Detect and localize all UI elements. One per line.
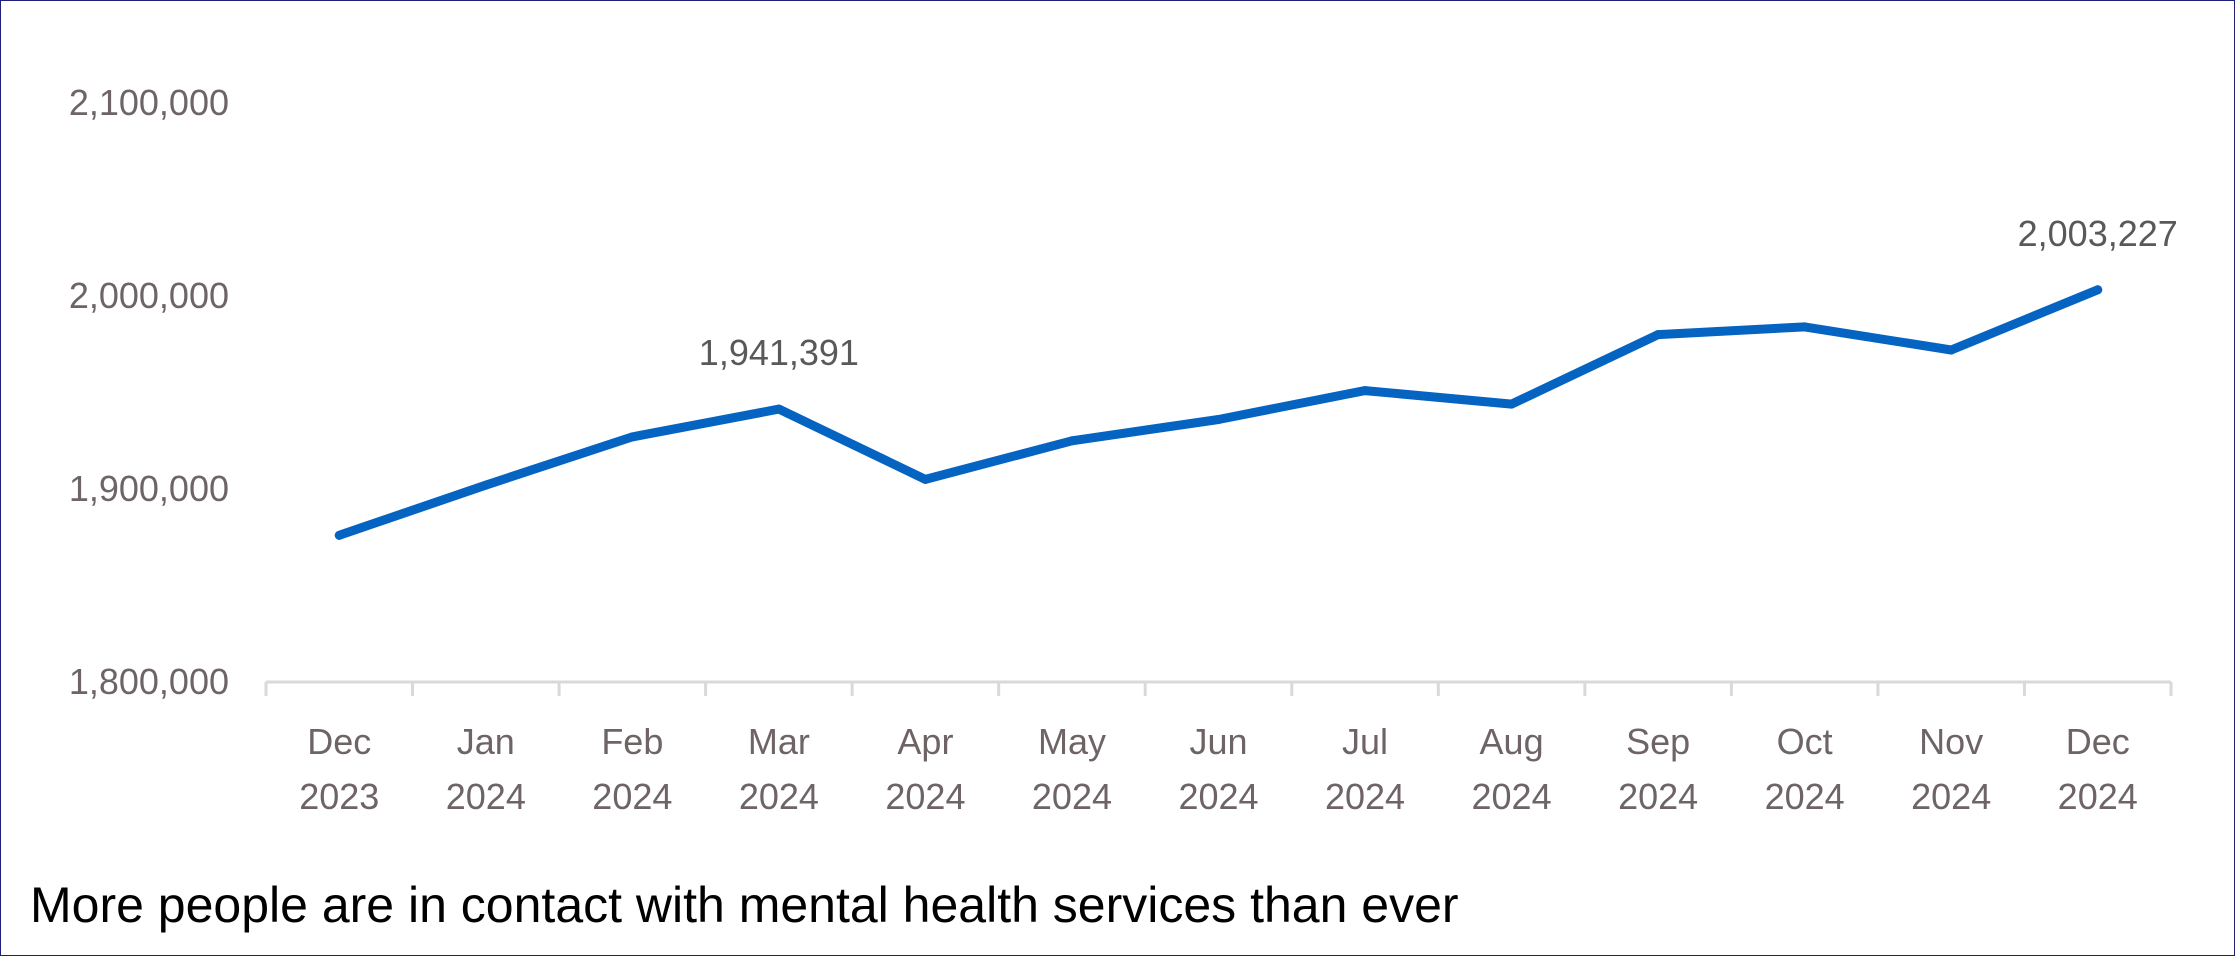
y-tick-label: 2,000,000 [69, 275, 229, 316]
y-tick-label: 1,900,000 [69, 468, 229, 509]
data-point [1507, 399, 1517, 409]
data-point [627, 432, 637, 442]
data-point [1214, 415, 1223, 425]
y-tick-label: 1,800,000 [69, 661, 229, 702]
x-tick-label: Feb 2024 [592, 721, 672, 817]
data-point [1067, 436, 1077, 446]
data-point [2093, 285, 2103, 295]
data-label: 2,003,227 [2018, 213, 2178, 254]
x-tick-label: Sep 2024 [1618, 721, 1698, 817]
data-point [481, 480, 491, 490]
x-tick-label: Jul 2024 [1325, 721, 1405, 817]
x-tick-label: Jun 2024 [1178, 721, 1258, 817]
data-point [774, 404, 784, 414]
data-point [1653, 330, 1663, 340]
x-tick-label: Dec 2024 [2058, 721, 2138, 817]
series-line [334, 285, 2103, 540]
x-tick-label: Oct 2024 [1765, 721, 1845, 817]
data-point [920, 474, 930, 484]
x-tick-label: Jan 2024 [446, 721, 526, 817]
y-tick-label: 2,100,000 [69, 82, 229, 123]
chart-caption: More people are in contact with mental h… [30, 877, 1459, 933]
x-tick-label: Aug 2024 [1472, 721, 1552, 817]
data-label: 1,941,391 [699, 332, 859, 373]
data-point [1946, 345, 1956, 355]
x-tick-label: Mar 2024 [739, 721, 819, 817]
x-tick-label: Apr 2024 [885, 721, 965, 817]
data-point [334, 530, 344, 540]
x-tick-label: Dec 2023 [299, 721, 379, 817]
x-tick-label: May 2024 [1032, 721, 1112, 817]
x-tick-label: Nov 2024 [1911, 721, 1991, 817]
data-point [1360, 386, 1370, 396]
data-point [1800, 322, 1810, 332]
